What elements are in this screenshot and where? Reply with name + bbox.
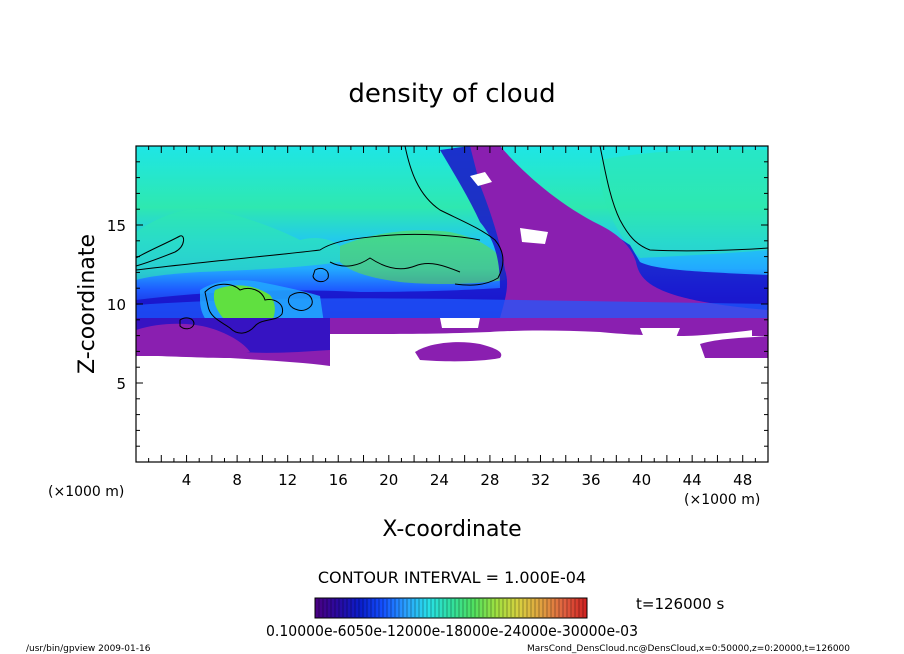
x-axis-label: X-coordinate [382, 517, 521, 542]
x-tick-label: 12 [278, 471, 297, 489]
y-tick-label: 5 [116, 375, 126, 393]
x-tick-label: 48 [733, 471, 752, 489]
density-field [136, 146, 768, 462]
time-label: t=126000 s [636, 595, 724, 613]
footer-right: MarsCond_DensCloud.nc@DensCloud,x=0:5000… [527, 644, 850, 654]
footer-left: /usr/bin/gpview 2009-01-16 [26, 644, 151, 654]
x-tick-label: 28 [480, 471, 499, 489]
x-tick-label: 20 [379, 471, 398, 489]
x-unit-right: (×1000 m) [684, 492, 760, 508]
y-tick-label: 15 [107, 217, 126, 235]
x-tick-label: 44 [683, 471, 702, 489]
chart-title: density of cloud [348, 79, 555, 109]
x-tick-label: 24 [430, 471, 449, 489]
colorbar [314, 597, 588, 619]
x-tick-label: 32 [531, 471, 550, 489]
x-unit-left: (×1000 m) [48, 484, 124, 500]
x-tick-label: 36 [581, 471, 600, 489]
y-axis-label: Z-coordinate [75, 234, 100, 374]
x-tick-label: 4 [182, 471, 192, 489]
x-tick-label: 8 [232, 471, 242, 489]
contour-interval: CONTOUR INTERVAL = 1.000E-04 [318, 568, 586, 587]
x-tick-label: 40 [632, 471, 651, 489]
x-tick-label: 16 [329, 471, 348, 489]
y-tick-label: 10 [107, 296, 126, 314]
colorbar-tick-labels: 0.10000e-6050e-12000e-18000e-24000e-3000… [266, 622, 638, 640]
